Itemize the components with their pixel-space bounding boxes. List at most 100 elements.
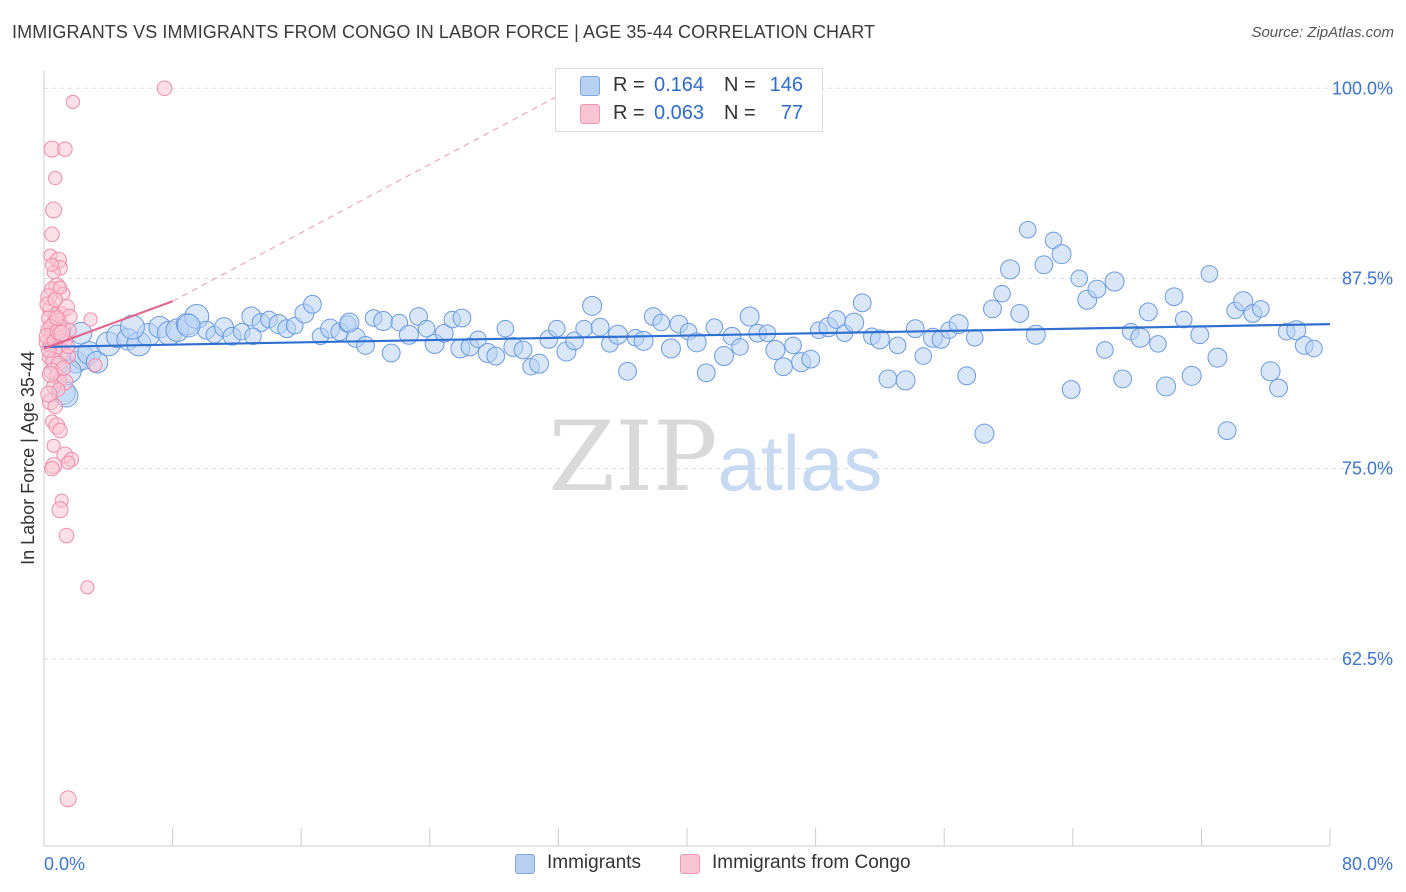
legend-swatch-pink: [580, 104, 600, 124]
congo-point: [46, 438, 61, 453]
immigrants-point: [529, 353, 550, 374]
immigrants-point: [888, 336, 907, 355]
immigrants-point: [633, 330, 654, 351]
immigrants-point: [652, 313, 671, 332]
immigrants-point: [356, 336, 375, 355]
immigrants-point: [1096, 341, 1114, 359]
immigrants-point: [607, 324, 628, 345]
correlation-legend: R = 0.164 N = 146 R = 0.063 N = 77: [555, 68, 823, 132]
immigrants-point: [801, 349, 821, 369]
immigrants-point: [1252, 300, 1270, 318]
immigrants-point: [957, 366, 977, 386]
immigrants-point: [1018, 220, 1037, 239]
watermark-zip: ZIP: [548, 401, 717, 513]
congo-point: [44, 460, 60, 477]
immigrants-point: [1025, 324, 1046, 345]
immigrants-point: [582, 295, 603, 316]
y-axis-title: In Labor Force | Age 35-44: [18, 351, 38, 565]
congo-point: [49, 310, 65, 326]
immigrants-point: [618, 361, 637, 381]
congo-point: [58, 527, 75, 544]
congo-point: [88, 358, 103, 373]
immigrants-point: [1217, 421, 1237, 441]
chart-title: IMMIGRANTS VS IMMIGRANTS FROM CONGO IN L…: [12, 22, 876, 42]
immigrants-point: [1113, 369, 1133, 389]
immigrants-point: [1207, 347, 1228, 368]
immigrants-point: [974, 423, 995, 444]
legend-row-congo: R = 0.063 N = 77: [556, 101, 822, 129]
immigrants-point: [1104, 271, 1125, 292]
congo-trend-extension: [172, 69, 607, 302]
axis-labels: 100.0% 87.5% 75.0% 62.5% 0.0% 80.0% In Labor F…: [18, 78, 1393, 874]
x-tick-label-max: 80.0%: [1342, 854, 1393, 874]
immigrants-point: [696, 363, 716, 383]
immigrants-point: [895, 370, 916, 391]
immigrants-point: [303, 294, 322, 314]
congo-point: [80, 580, 95, 595]
immigrants-point: [1010, 304, 1030, 323]
congo-point: [57, 141, 73, 157]
congo-point: [61, 308, 78, 325]
immigrants-point: [705, 318, 724, 336]
immigrants-point: [1181, 365, 1202, 386]
immigrants-point: [784, 336, 802, 355]
series-legend: Immigrants Immigrants from Congo: [0, 852, 1406, 878]
immigrants-point: [1130, 327, 1151, 348]
immigrants-point: [1156, 376, 1177, 397]
n-value: 77: [780, 102, 803, 124]
trend-lines: [43, 69, 1331, 350]
congo-trend-line: [43, 300, 173, 350]
immigrants-point: [983, 299, 1002, 319]
r-label: R =: [613, 74, 645, 96]
immigrants-point: [731, 338, 749, 356]
immigrants-point: [905, 319, 925, 339]
immigrants-point: [176, 313, 201, 338]
y-tick-label: 100.0%: [1332, 78, 1393, 98]
immigrants-point: [1305, 339, 1323, 358]
immigrants-point: [914, 347, 933, 365]
immigrants-point: [339, 312, 360, 333]
y-tick-label: 75.0%: [1342, 459, 1393, 479]
legend-swatch-blue: [515, 854, 535, 874]
axes: [43, 70, 1331, 847]
immigrants-point: [486, 346, 506, 366]
immigrants-point: [844, 312, 865, 333]
congo-point: [45, 201, 63, 219]
immigrants-point: [765, 339, 786, 360]
congo-point: [83, 312, 98, 327]
immigrants-point: [513, 340, 533, 360]
immigrants-point: [869, 329, 890, 350]
immigrants-point: [452, 308, 472, 328]
congo-point: [156, 80, 173, 97]
congo-point: [40, 385, 58, 403]
congo-point: [59, 790, 77, 808]
immigrants-point: [1149, 335, 1167, 353]
immigrants-point: [774, 357, 793, 377]
immigrants-point: [1190, 325, 1210, 345]
immigrants-point: [965, 328, 984, 347]
congo-point: [52, 280, 68, 295]
n-label: N =: [724, 74, 756, 96]
immigrants-point: [434, 323, 454, 343]
immigrants-point: [1138, 302, 1158, 322]
congo-point: [65, 94, 81, 110]
congo-points: [38, 80, 173, 808]
immigrants-point: [713, 346, 734, 367]
immigrants-point: [1087, 279, 1107, 299]
congo-point: [48, 170, 63, 186]
immigrants-point: [1200, 265, 1219, 283]
immigrants-point: [547, 319, 566, 338]
immigrants-point: [1000, 259, 1021, 280]
watermark: ZIP atlas: [548, 401, 882, 513]
r-value: 0.164: [654, 74, 705, 96]
legend-label: Immigrants: [547, 852, 641, 873]
immigrants-point: [852, 293, 872, 313]
congo-point: [44, 257, 60, 272]
watermark-atlas: atlas: [718, 419, 883, 507]
immigrants-trend-line: [43, 323, 1331, 349]
x-tick-label-min: 0.0%: [44, 854, 85, 874]
immigrants-point: [1260, 361, 1281, 382]
immigrants-point: [739, 306, 760, 327]
immigrants-point: [686, 332, 707, 353]
